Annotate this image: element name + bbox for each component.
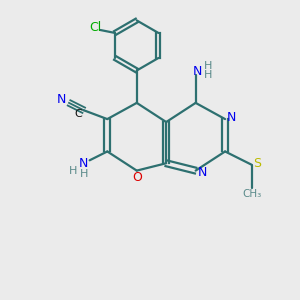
Text: N: N [227,111,236,124]
Text: O: O [132,172,142,184]
Text: H: H [80,169,88,178]
Text: S: S [253,157,261,170]
Text: Cl: Cl [89,21,101,34]
Text: H: H [204,61,212,71]
Text: N: N [192,65,202,79]
Text: C: C [75,109,82,119]
Text: H: H [69,166,78,176]
Text: N: N [197,166,207,178]
Text: H: H [204,70,212,80]
Text: N: N [57,93,66,106]
Text: CH₃: CH₃ [242,189,261,199]
Text: N: N [79,157,88,170]
